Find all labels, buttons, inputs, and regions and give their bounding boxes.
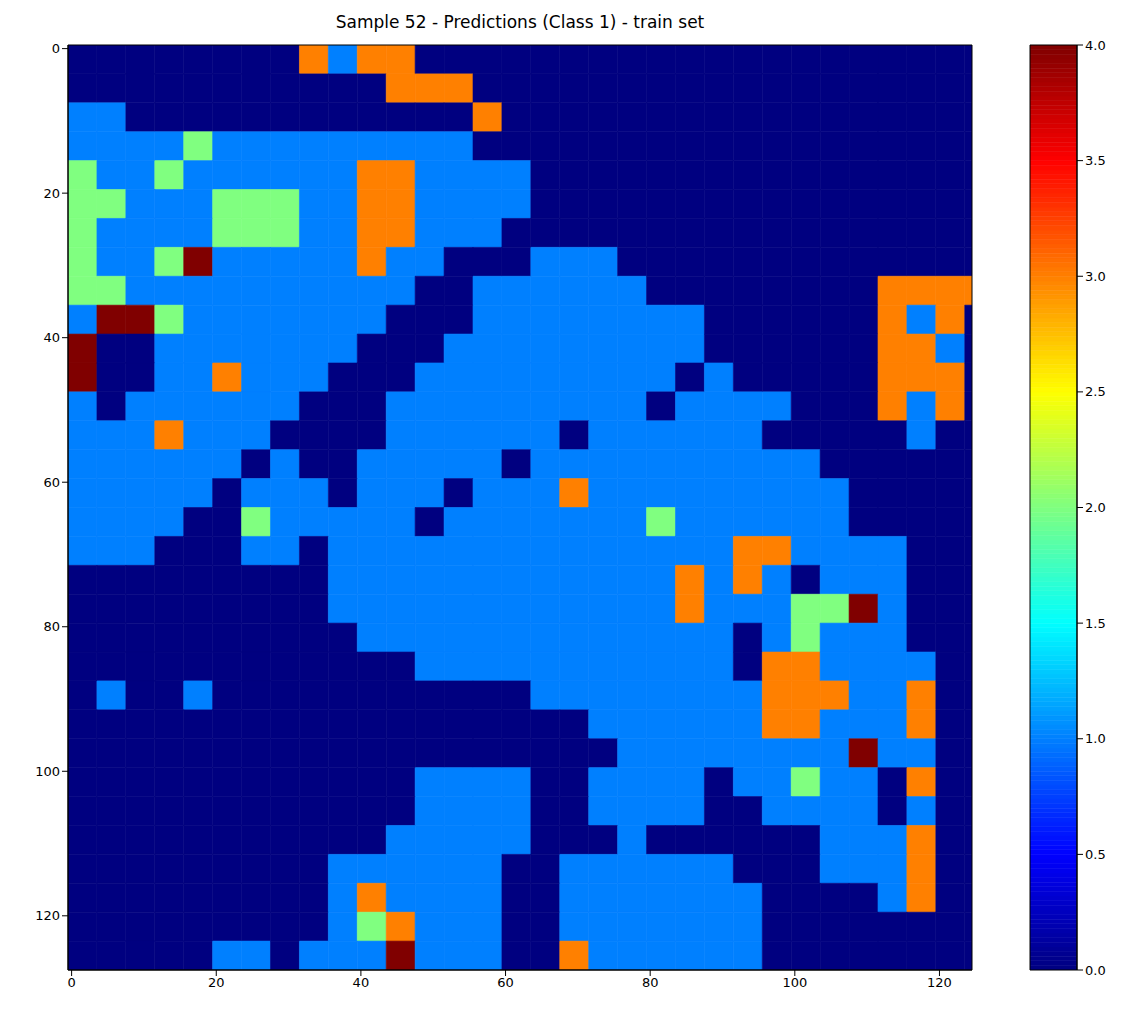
svg-text:4.0: 4.0 — [1085, 38, 1106, 53]
svg-text:0.0: 0.0 — [1085, 963, 1106, 978]
svg-text:100: 100 — [782, 975, 807, 990]
svg-text:0: 0 — [52, 41, 60, 56]
svg-text:3.0: 3.0 — [1085, 269, 1106, 284]
svg-text:80: 80 — [43, 619, 60, 634]
svg-text:1.5: 1.5 — [1085, 616, 1106, 631]
svg-text:40: 40 — [353, 975, 370, 990]
svg-text:0.5: 0.5 — [1085, 847, 1106, 862]
svg-text:60: 60 — [43, 475, 60, 490]
svg-text:100: 100 — [35, 764, 60, 779]
html-text:Sample 52 - Predictions (Class: Sample 52 - Predictions (Class 1) - trai… — [335, 12, 705, 32]
svg-text:40: 40 — [43, 330, 60, 345]
svg-text:60: 60 — [497, 975, 514, 990]
svg-text:2.5: 2.5 — [1085, 384, 1106, 399]
svg-text:120: 120 — [927, 975, 952, 990]
svg-text:20: 20 — [208, 975, 225, 990]
svg-text:20: 20 — [43, 186, 60, 201]
svg-text:1.0: 1.0 — [1085, 731, 1106, 746]
svg-text:3.5: 3.5 — [1085, 153, 1106, 168]
svg-text:120: 120 — [35, 908, 60, 923]
svg-text:80: 80 — [642, 975, 659, 990]
svg-text:2.0: 2.0 — [1085, 500, 1106, 515]
svg-text:0: 0 — [67, 975, 75, 990]
